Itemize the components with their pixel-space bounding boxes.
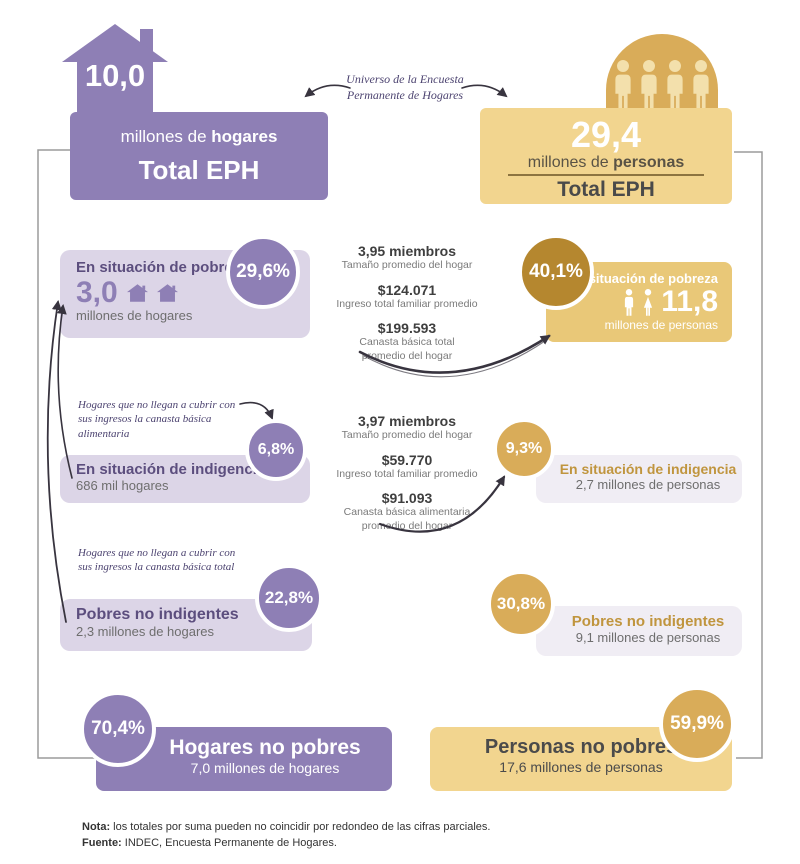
poor-non-indigent-households-title: Pobres no indigentes [76, 606, 239, 623]
total-households-caption: Total EPH [138, 154, 260, 185]
underline [508, 173, 704, 176]
stat-label: Tamaño promedio del hogar [341, 259, 473, 271]
poor-non-indigent-persons-box: Pobres no indigentes 9,1 millones de per… [536, 606, 742, 656]
non-poor-persons-pct-badge: 59,9% [659, 686, 735, 762]
total-persons-caption: Total EPH [557, 177, 655, 201]
person-icon [615, 60, 631, 110]
total-persons-label: millones de personas [527, 153, 685, 171]
non-poor-persons-title: Personas no pobres [484, 736, 678, 758]
total-households-box: millones de hogares Total EPH [70, 112, 328, 200]
poor-non-indigent-persons-unit: 9,1 millones de personas [575, 630, 721, 645]
stat-basket-total: $199.593 Canasta básica total promedio d… [312, 320, 502, 363]
indigence-persons-box: En situación de indigencia 2,7 millones … [536, 455, 742, 503]
stat-label: Ingreso total familiar promedio [336, 467, 478, 480]
person-icon [641, 60, 657, 110]
total-households-value: 10,0 [84, 58, 146, 93]
poor-non-indigent-note-line: sus ingresos la canasta básica total [78, 561, 235, 574]
stat-label: promedio del hogar [361, 519, 453, 532]
poor-non-indigent-persons-pct-badge: 30,8% [487, 570, 555, 638]
indigence-note-line: alimentaria [78, 427, 130, 440]
poverty-households-title: En situación de pobreza [76, 259, 249, 276]
indigence-households-unit: 686 mil hogares [76, 478, 169, 493]
footer-source: Fuente: INDEC, Encuesta Permanente de Ho… [82, 836, 337, 849]
stat-label: Canasta básica alimentaria [343, 506, 471, 519]
house-icon [62, 24, 168, 116]
person-female-icon [644, 288, 653, 316]
total-households-label: millones de hogares [120, 126, 278, 146]
indigence-households-title: En situación de indigencia [76, 461, 266, 478]
poverty-households-pct-badge: 29,6% [226, 235, 300, 309]
house-icon [156, 284, 178, 302]
poverty-persons-title: En situación de pobreza [568, 271, 718, 286]
indigence-persons-pct-badge: 9,3% [493, 418, 555, 480]
poverty-households-unit: millones de hogares [76, 308, 193, 323]
stat-value: $91.093 [381, 490, 433, 507]
footer-note: Nota: los totales por suma pueden no coi… [82, 821, 491, 833]
non-poor-households-title: Hogares no pobres [169, 736, 361, 759]
stat-value: $59.770 [381, 451, 433, 468]
stat-basket-food: $91.093 Canasta básica alimentaria prome… [312, 490, 502, 533]
universe-note-line1: Universo de la Encuesta [346, 72, 464, 86]
non-poor-households-unit: 7,0 millones de hogares [190, 760, 340, 776]
poor-non-indigent-note: Hogares que no llegan a cubrir con sus i… [78, 546, 278, 575]
footer: Nota: los totales por suma pueden no coi… [82, 820, 490, 852]
stat-avg-income: $59.770 Ingreso total familiar promedio [312, 452, 502, 482]
stat-value: $199.593 [377, 320, 437, 337]
stat-value: 3,95 miembros [357, 243, 457, 259]
poverty-persons-value: 11,8 [661, 285, 718, 318]
stat-label: Canasta básica total [359, 336, 455, 349]
poverty-persons-unit: millones de personas [604, 318, 718, 332]
poverty-persons-pct-badge: 40,1% [518, 234, 594, 310]
total-persons-value: 29,4 [570, 114, 642, 155]
indigence-note-line: sus ingresos la canasta básica [78, 413, 212, 426]
house-icon [126, 284, 148, 302]
non-poor-persons-unit: 17,6 millones de personas [499, 759, 663, 775]
universe-note: Universo de la Encuesta Permanente de Ho… [322, 72, 488, 103]
person-icon [667, 60, 683, 110]
indigence-note-line: Hogares que no llegan a cubrir con [78, 399, 236, 411]
left-bracket [37, 149, 96, 759]
stat-label: Ingreso total familiar promedio [336, 297, 478, 310]
indigence-persons-title: En situación de indigencia [559, 461, 737, 477]
stat-value: $124.071 [377, 281, 437, 298]
stat-household-size: 3,97 miembros Tamaño promedio del hogar [312, 413, 502, 443]
poverty-households-value: 3,0 [76, 276, 118, 309]
poor-non-indigent-persons-title: Pobres no indigentes [571, 613, 725, 630]
stat-value: 3,97 miembros [357, 413, 457, 429]
total-persons-box: 29,4 millones de personas Total EPH [480, 108, 732, 204]
poor-non-indigent-households-unit: 2,3 millones de hogares [76, 624, 215, 639]
poverty-stats: 3,95 miembros Tamaño promedio del hogar … [312, 243, 502, 364]
indigence-households-pct-badge: 6,8% [245, 419, 307, 481]
person-icon [693, 60, 709, 110]
person-icon [625, 288, 634, 316]
indigence-stats: 3,97 miembros Tamaño promedio del hogar … [312, 413, 502, 534]
non-poor-households-pct-badge: 70,4% [80, 691, 156, 767]
people-dome-icon [606, 34, 718, 110]
poor-non-indigent-note-line: Hogares que no llegan a cubrir con [78, 547, 236, 559]
stat-avg-income: $124.071 Ingreso total familiar promedio [312, 282, 502, 312]
stat-household-size: 3,95 miembros Tamaño promedio del hogar [312, 243, 502, 273]
stat-label: promedio del hogar [361, 349, 453, 362]
poverty-persons-value-row: 11,8 [546, 287, 718, 317]
indigence-note: Hogares que no llegan a cubrir con sus i… [78, 398, 268, 441]
stat-label: Tamaño promedio del hogar [341, 429, 473, 441]
poor-non-indigent-households-pct-badge: 22,8% [255, 564, 323, 632]
right-bracket [734, 151, 763, 759]
indigence-persons-unit: 2,7 millones de personas [575, 477, 721, 492]
universe-note-line2: Permanente de Hogares [346, 87, 464, 102]
